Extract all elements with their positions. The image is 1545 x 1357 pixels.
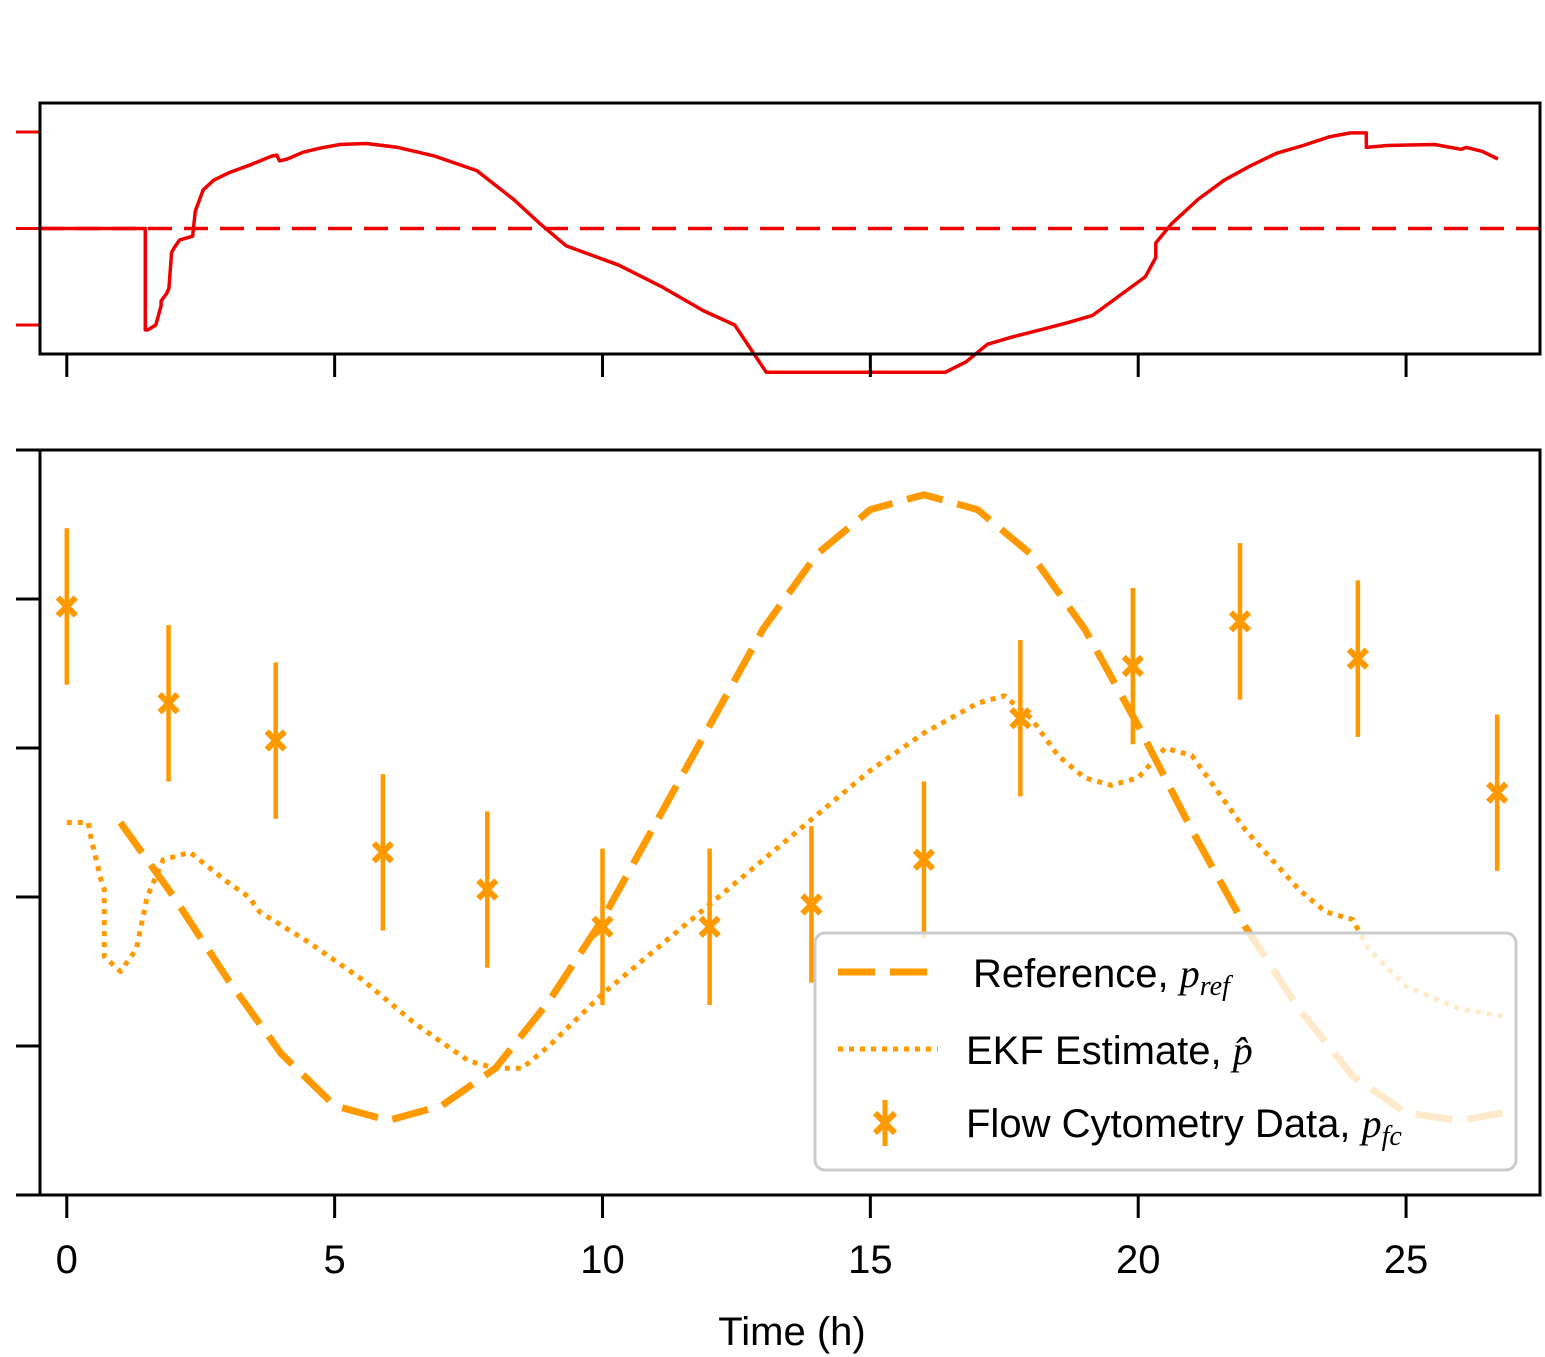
flow-data-point xyxy=(698,848,721,1006)
legend-label-reference: Reference, pref xyxy=(973,951,1233,1002)
flow-marker xyxy=(1486,781,1509,804)
flow-data-point xyxy=(1346,580,1369,737)
top-y-ticks xyxy=(16,130,40,327)
bottom-panel-frame xyxy=(38,448,1542,1197)
flow-marker xyxy=(157,692,180,715)
flow-marker xyxy=(1121,654,1144,678)
legend-swatch-flow xyxy=(872,1100,898,1146)
top-panel xyxy=(16,101,1542,377)
flow-marker xyxy=(912,848,936,871)
top-panel-data xyxy=(40,131,1540,375)
flow-marker xyxy=(1346,647,1369,670)
legend-label-ekf: EKF Estimate, p̂ xyxy=(966,1028,1253,1073)
flow-marker xyxy=(591,915,614,938)
flow-data-point xyxy=(476,811,499,968)
legend-box xyxy=(813,931,1518,1172)
x-tick-label: 25 xyxy=(1384,1238,1429,1282)
flow-data-point xyxy=(264,662,287,819)
flow-marker xyxy=(698,915,721,938)
flow-data-point xyxy=(912,781,936,938)
bottom-y-ticks xyxy=(16,448,40,1197)
x-tick-label: 10 xyxy=(580,1238,625,1282)
flow-data-point xyxy=(1009,639,1032,797)
x-tick-label: 15 xyxy=(848,1238,893,1282)
top-series-signal xyxy=(40,131,1499,375)
top-x-ticks xyxy=(65,354,1408,377)
flow-marker xyxy=(371,841,394,864)
flow-marker xyxy=(1009,707,1032,730)
flow-marker xyxy=(1228,610,1252,633)
flow-marker xyxy=(476,878,499,901)
top-panel-frame xyxy=(38,101,1542,356)
x-tick-label: 5 xyxy=(324,1238,346,1282)
x-tick-label: 0 xyxy=(56,1238,78,1282)
flow-data-point xyxy=(800,826,823,983)
bottom-x-ticks: 0 5 10 15 20 25 xyxy=(56,1195,1429,1282)
legend-label-flow: Flow Cytometry Data, pfc xyxy=(966,1101,1402,1152)
x-axis-title: Time (h) xyxy=(718,1310,865,1354)
flow-marker xyxy=(55,595,78,618)
flow-data-point xyxy=(1121,587,1144,745)
flow-data-point xyxy=(371,774,394,931)
x-tick-label: 20 xyxy=(1116,1238,1161,1282)
bottom-panel: 0 5 10 15 20 25 Reference, pref EKF Estimate,… xyxy=(16,448,1542,1354)
flow-data-point xyxy=(157,625,180,782)
legend: Reference, pref EKF Estimate, p̂ Flow Cy… xyxy=(813,931,1518,1172)
flow-data-point xyxy=(1486,714,1509,871)
flow-data-point xyxy=(55,528,78,685)
flow-data-point xyxy=(1228,543,1252,700)
flow-marker xyxy=(800,893,823,916)
flow-data-point xyxy=(591,848,614,1006)
flow-marker xyxy=(264,729,287,752)
ekf-estimate-line xyxy=(66,693,1503,1071)
